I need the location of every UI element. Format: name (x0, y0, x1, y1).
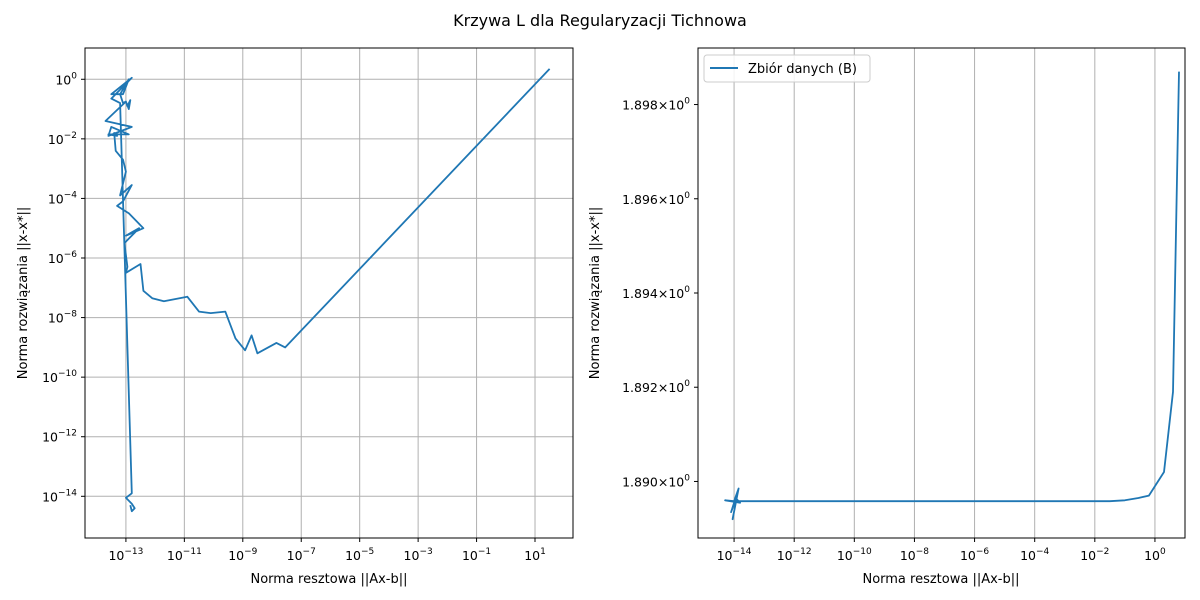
right-y-tick-label: 1.890×100 (622, 473, 690, 489)
left-x-tick-label: 10−3 (404, 547, 433, 563)
right-y-tick-label: 1.898×100 (622, 97, 690, 113)
right-x-tick-label: 10−14 (717, 547, 752, 563)
legend-label: Zbiór danych (B) (748, 62, 857, 77)
right-x-tick-label: 10−12 (777, 547, 812, 563)
left-x-ticks: 10−13 10−11 10−9 10−7 10−5 10−3 10−1 101 (108, 538, 546, 563)
left-x-axis-label: Norma resztowa ||Ax-b|| (250, 572, 407, 587)
left-y-ticks: 100 10−2 10−4 10−6 10−8 10−10 10−12 10−14 (42, 71, 85, 504)
left-y-tick-label: 10−2 (48, 131, 77, 147)
left-x-tick-label: 10−7 (287, 547, 316, 563)
right-x-tick-label: 100 (1144, 547, 1166, 563)
right-x-ticks: 10−14 10−12 10−10 10−8 10−6 10−4 10−2 100 (717, 538, 1166, 563)
right-x-axis-label: Norma resztowa ||Ax-b|| (862, 572, 1019, 587)
right-x-tick-label: 10−2 (1080, 547, 1109, 563)
right-x-tick-label: 10−10 (837, 547, 872, 563)
left-y-tick-label: 10−12 (42, 429, 77, 445)
right-x-tick-label: 10−4 (1020, 547, 1049, 563)
left-y-tick-label: 10−8 (48, 310, 77, 326)
left-y-tick-label: 10−10 (42, 369, 77, 385)
right-x-tick-label: 10−8 (900, 547, 929, 563)
chart-left-lcurve: 10−13 10−11 10−9 10−7 10−5 10−3 10−1 101 100 10−… (16, 47, 574, 587)
left-x-tick-label: 10−5 (345, 547, 374, 563)
left-series-group (104, 68, 551, 513)
right-legend: Zbiór danych (B) (703, 54, 871, 83)
right-y-axis-label: Norma rozwiązania ||x-x*|| (588, 207, 603, 379)
legend-box (703, 54, 871, 83)
right-series-line (724, 71, 1180, 521)
figure-title: Krzywa L dla Regularyzacji Tichnowa (453, 11, 747, 30)
left-x-tick-label: 10−11 (167, 547, 202, 563)
left-grid (85, 48, 573, 538)
left-y-tick-label: 100 (55, 71, 77, 87)
left-y-tick-label: 10−6 (48, 250, 77, 266)
right-y-tick-label: 1.896×100 (622, 191, 690, 207)
left-x-tick-label: 101 (524, 547, 546, 563)
left-series-line (104, 68, 551, 513)
right-y-ticks: 1.898×100 1.896×100 1.894×100 1.892×100 1.89… (622, 97, 698, 489)
left-x-tick-label: 10−13 (108, 547, 143, 563)
right-y-tick-label: 1.894×100 (622, 285, 690, 301)
right-grid (733, 48, 1156, 538)
left-x-tick-label: 10−1 (462, 547, 491, 563)
left-y-tick-label: 10−4 (48, 190, 77, 206)
left-y-axis-label: Norma rozwiązania ||x-x*|| (16, 207, 31, 379)
left-x-tick-label: 10−9 (228, 547, 257, 563)
right-y-tick-label: 1.892×100 (622, 379, 690, 395)
left-plot-frame (84, 47, 574, 539)
chart-right-lcurve: 10−14 10−12 10−10 10−8 10−6 10−4 10−2 100 1.898… (588, 47, 1186, 587)
right-series-group (724, 71, 1180, 521)
right-x-tick-label: 10−6 (960, 547, 989, 563)
left-y-tick-label: 10−14 (42, 488, 77, 504)
